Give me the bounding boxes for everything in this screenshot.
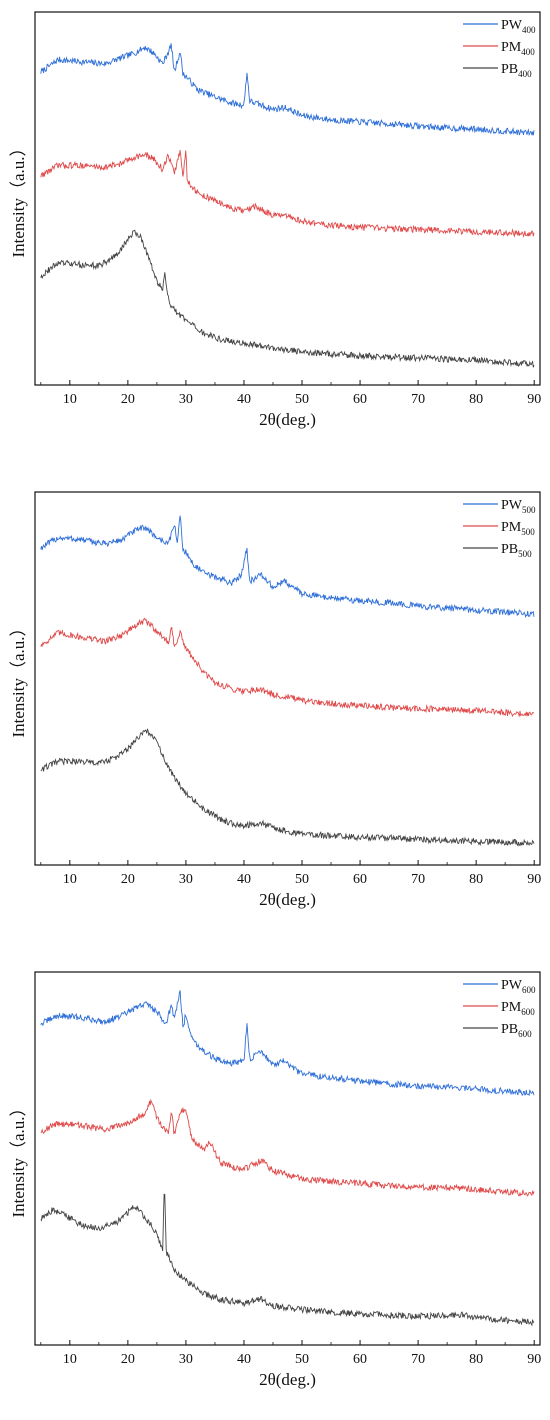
x-tick-label-10: 10 <box>63 392 77 407</box>
chart-svg-500: 10 20 30 40 50 60 70 80 90 2θ(deg.) Intensity（a.u.… <box>9 491 541 909</box>
series-line-pb500 <box>40 728 535 847</box>
legend-label-pb: PB400 <box>501 62 532 79</box>
x-tick-label-20: 20 <box>121 872 135 887</box>
series-line-pb600 <box>40 1193 535 1327</box>
x-tick-label-60: 60 <box>353 392 367 407</box>
x-tick-label-30: 30 <box>179 1352 193 1367</box>
x-tick-label-40: 40 <box>237 1352 251 1367</box>
chart-svg-600: 10 20 30 40 50 60 70 80 90 2θ(deg.) Intensity（a.u.… <box>9 971 541 1389</box>
x-tick-label-60: 60 <box>353 872 367 887</box>
x-tick-label-20: 20 <box>121 1352 135 1367</box>
x-tick-label-70: 70 <box>411 392 425 407</box>
series-line-pb400 <box>40 229 535 368</box>
plot-frame <box>34 491 541 866</box>
series-line-pw400 <box>40 43 535 136</box>
legend-label-pm: PM500 <box>501 520 535 537</box>
legend-label-pb: PB500 <box>501 542 532 559</box>
x-tick-label-70: 70 <box>411 1352 425 1367</box>
legend-subscript: 600 <box>521 1007 535 1017</box>
legend-subscript: 400 <box>522 25 536 35</box>
x-tick-label-50: 50 <box>295 872 309 887</box>
x-tick-label-70: 70 <box>411 872 425 887</box>
x-tick-label-20: 20 <box>121 392 135 407</box>
legend-label-pw: PW600 <box>501 978 536 995</box>
x-tick-label-80: 80 <box>469 872 483 887</box>
x-tick-label-10: 10 <box>63 1352 77 1367</box>
x-tick-label-90: 90 <box>527 872 541 887</box>
y-axis-label: Intensity（a.u.） <box>9 139 28 257</box>
xrd-chart-500: 10 20 30 40 50 60 70 80 90 2θ(deg.) Intensity（a.u.… <box>0 480 550 940</box>
x-tick-label-30: 30 <box>179 392 193 407</box>
x-tick-label-90: 90 <box>527 392 541 407</box>
plot-frame <box>34 971 541 1346</box>
x-tick-label-10: 10 <box>63 872 77 887</box>
x-tick-label-30: 30 <box>179 872 193 887</box>
x-tick-label-50: 50 <box>295 1352 309 1367</box>
legend-label-pw: PW500 <box>501 498 536 515</box>
legend-subscript: 500 <box>522 505 536 515</box>
legend-label-pw: PW400 <box>501 18 536 35</box>
x-axis-label: 2θ(deg.) <box>259 410 316 429</box>
x-tick-label-80: 80 <box>469 1352 483 1367</box>
series-line-pm500 <box>40 617 535 718</box>
y-axis-label: Intensity（a.u.） <box>9 619 28 737</box>
x-axis-label: 2θ(deg.) <box>259 1370 316 1389</box>
x-tick-label-40: 40 <box>237 872 251 887</box>
legend-label-pm: PM400 <box>501 40 535 57</box>
legend-label-pm: PM600 <box>501 1000 535 1017</box>
xrd-chart-600: 10 20 30 40 50 60 70 80 90 2θ(deg.) Intensity（a.u.… <box>0 960 550 1420</box>
x-tick-label-40: 40 <box>237 392 251 407</box>
legend-subscript: 400 <box>521 47 535 57</box>
xrd-chart-400: 10 20 30 40 50 60 70 80 90 2θ(deg.) Intensity（a.u.… <box>0 0 550 460</box>
x-tick-label-60: 60 <box>353 1352 367 1367</box>
x-tick-label-50: 50 <box>295 392 309 407</box>
x-tick-label-90: 90 <box>527 1352 541 1367</box>
y-axis-label: Intensity（a.u.） <box>9 1099 28 1217</box>
legend-subscript: 500 <box>518 549 532 559</box>
series-line-pm600 <box>40 1098 535 1197</box>
legend-label-pb: PB600 <box>501 1022 532 1039</box>
legend-subscript: 500 <box>521 527 535 537</box>
chart-svg-400: 10 20 30 40 50 60 70 80 90 2θ(deg.) Intensity（a.u.… <box>9 11 541 429</box>
x-tick-label-80: 80 <box>469 392 483 407</box>
series-line-pm400 <box>40 149 535 238</box>
series-line-pw500 <box>40 515 535 619</box>
series-line-pw600 <box>40 990 535 1097</box>
legend-subscript: 600 <box>522 985 536 995</box>
x-axis-label: 2θ(deg.) <box>259 890 316 909</box>
legend-subscript: 400 <box>518 69 532 79</box>
plot-frame <box>34 11 541 386</box>
legend-subscript: 600 <box>518 1029 532 1039</box>
